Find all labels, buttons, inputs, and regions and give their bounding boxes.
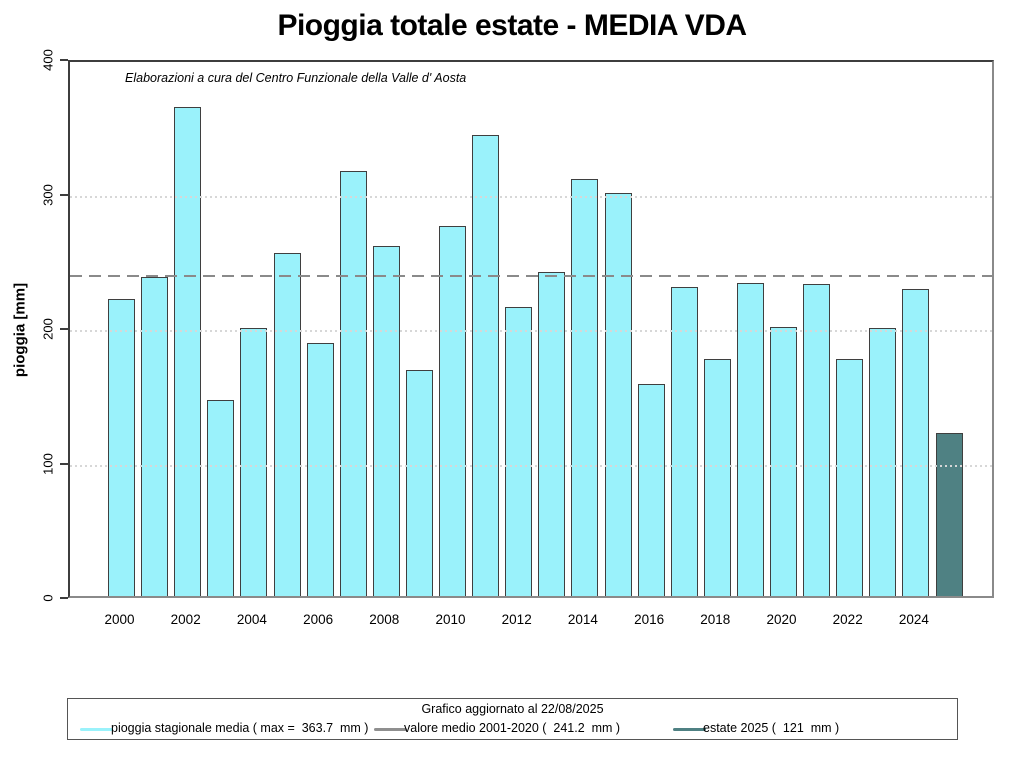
legend-label-estate-2025: estate 2025 ( 121 mm ) <box>703 721 840 735</box>
bar-2015 <box>604 192 632 596</box>
bar-2001 <box>141 277 169 596</box>
bar-2004 <box>240 328 268 596</box>
y-tick-400 <box>60 59 68 61</box>
bar-2025 <box>935 433 963 596</box>
x-tick-label-2024: 2024 <box>898 612 929 627</box>
x-tick-label-2008: 2008 <box>369 612 400 627</box>
bar-2013 <box>538 271 566 596</box>
y-tick-label-200: 200 <box>40 318 56 340</box>
x-tick-label-2018: 2018 <box>700 612 731 627</box>
y-tick-0 <box>60 597 68 599</box>
bar-2000 <box>108 298 135 596</box>
bar-2003 <box>207 399 235 596</box>
bar-2023 <box>869 328 897 596</box>
bar-2005 <box>273 253 301 596</box>
y-axis-title: pioggia [mm] <box>11 282 29 378</box>
bar-2017 <box>670 286 698 596</box>
y-tick-label-0: 0 <box>40 594 56 602</box>
bar-2016 <box>637 383 665 596</box>
plot-subtitle: Elaborazioni a cura del Centro Funzional… <box>125 71 467 85</box>
x-tick-label-2002: 2002 <box>170 612 201 627</box>
bar-2002 <box>174 106 202 596</box>
bar-2021 <box>803 283 831 596</box>
bar-2008 <box>372 246 400 596</box>
legend-title: Grafico aggiornato al 22/08/2025 <box>421 702 604 716</box>
x-tick-label-2010: 2010 <box>435 612 466 627</box>
bar-2014 <box>571 179 599 596</box>
bar-2020 <box>770 327 797 596</box>
bar-2024 <box>902 289 930 596</box>
bar-2019 <box>736 282 764 596</box>
bar-2007 <box>339 170 367 596</box>
bar-2010 <box>439 226 466 596</box>
bar-2022 <box>836 359 864 596</box>
x-tick-label-2020: 2020 <box>766 612 797 627</box>
bar-2009 <box>405 370 433 596</box>
legend-key-mean-line <box>374 728 407 731</box>
plot-area: Elaborazioni a cura del Centro Funzional… <box>68 60 994 598</box>
x-tick-label-2016: 2016 <box>634 612 665 627</box>
bar-2018 <box>703 359 731 596</box>
x-tick-label-2014: 2014 <box>567 612 598 627</box>
y-tick-300 <box>60 193 68 196</box>
y-tick-200 <box>60 328 68 330</box>
x-tick-label-2012: 2012 <box>501 612 532 627</box>
bar-2011 <box>472 134 500 596</box>
y-tick-label-300: 300 <box>40 183 56 206</box>
gridline-300 <box>70 195 992 198</box>
legend-key-seasonal-rain-line <box>80 728 113 731</box>
x-tick-label-2022: 2022 <box>832 612 863 627</box>
gridline-100 <box>70 464 992 467</box>
chart-title: Pioggia totale estate - MEDIA VDA <box>277 9 747 42</box>
y-tick-label-100: 100 <box>40 452 56 475</box>
bar-2006 <box>306 343 334 596</box>
x-tick-label-2004: 2004 <box>236 612 267 627</box>
y-tick-100 <box>60 462 68 465</box>
x-tick-label-2006: 2006 <box>303 612 334 627</box>
legend-label-mean: valore medio 2001-2020 ( 241.2 mm ) <box>404 721 621 735</box>
x-tick-label-2000: 2000 <box>104 612 135 627</box>
y-tick-label-400: 400 <box>40 49 56 71</box>
bar-2012 <box>505 306 533 596</box>
legend-label-seasonal-rain: pioggia stagionale media ( max = 363.7 m… <box>111 721 369 735</box>
legend: Grafico aggiornato al 22/08/2025 pioggia… <box>67 698 958 740</box>
reference-mean-line <box>70 274 992 277</box>
gridline-200 <box>70 330 992 332</box>
legend-key-estate-2025-line <box>673 728 706 731</box>
